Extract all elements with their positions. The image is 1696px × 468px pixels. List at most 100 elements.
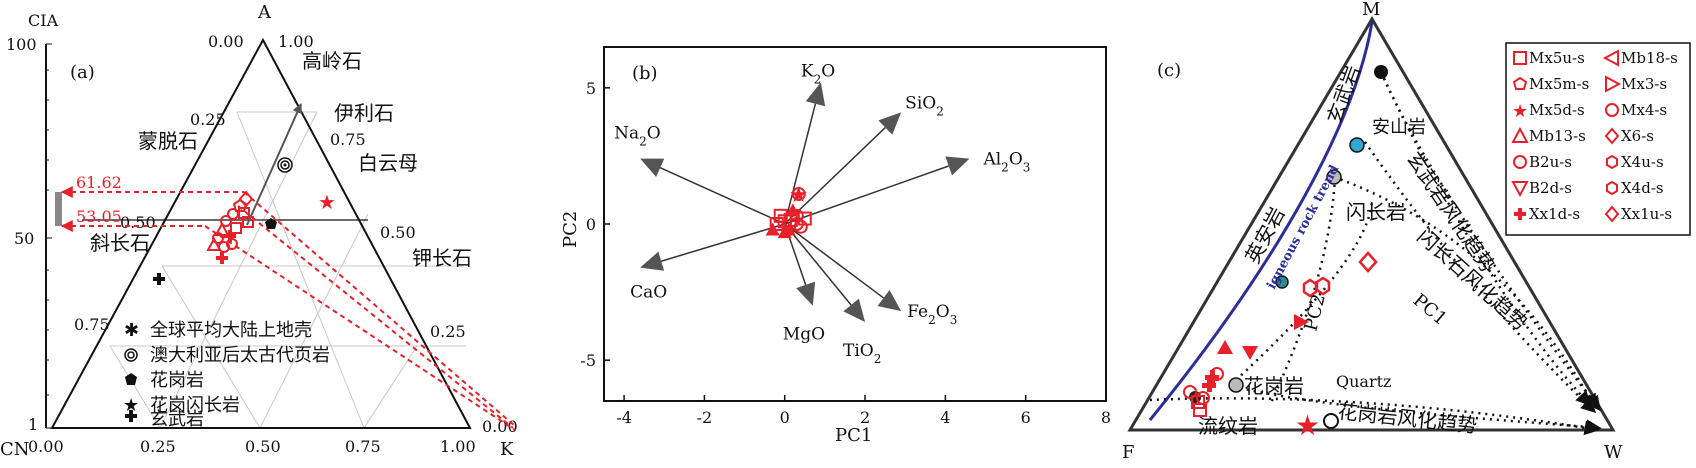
mineral-montmorillonite: 蒙脱石 [138, 129, 198, 153]
pca-arrowhead-K2O [805, 82, 826, 107]
legend-c-symbol-icon [1513, 155, 1527, 169]
cia-tick-100: 100 [6, 35, 37, 54]
weathering-trend-arrow [246, 103, 302, 226]
pca-vector-Na2O [659, 167, 786, 225]
pca-ytick-label: 0 [586, 215, 596, 234]
pca-vector-TiO2 [784, 223, 852, 306]
reference-granite [265, 218, 277, 229]
pca-vector-SiO2 [784, 127, 886, 225]
pca-xtick-label: 2 [860, 408, 870, 427]
ternary-triangle-a [50, 37, 472, 429]
quartz-point [1323, 413, 1339, 429]
mineral-muscovite: 白云母 [358, 151, 418, 175]
right-tick-075: 0.75 [330, 130, 366, 149]
vertex-k: K [500, 439, 514, 460]
weathering-trends [1149, 71, 1602, 436]
ternary-grid-a [109, 111, 466, 429]
pca-ytick-label: 5 [586, 79, 596, 98]
sample-marker-c [1183, 385, 1197, 399]
right-tick-025: 0.25 [430, 322, 466, 341]
legend-c-box [1505, 42, 1691, 236]
bottom-tick-075: 0.75 [345, 437, 381, 456]
pca-arrowhead-Al2O3 [945, 156, 970, 176]
sample-marker-c [1242, 346, 1258, 360]
label-diorite: 闪长岩 [1346, 200, 1406, 224]
legend-c-label: Mx4-s [1621, 101, 1667, 119]
mineral-kaolinite: 高岭石 [302, 49, 362, 73]
sample-cluster-a [206, 190, 254, 264]
sample-marker-c [1207, 378, 1212, 392]
pca-star-marker: ★ [789, 183, 809, 208]
pca-ytick-label: -5 [580, 351, 596, 370]
mineral-plagioclase: 斜长石 [90, 231, 150, 255]
legend-c-label: Xx1u-s [1621, 205, 1672, 223]
legend-pentagon-icon [125, 373, 137, 385]
panel-a-label: (a) [70, 62, 95, 83]
legend-c-label: Mx5d-s [1529, 101, 1585, 119]
sample-star-marker-c: ★ [1295, 409, 1320, 442]
pca-label-Na2O: Na2O [614, 124, 661, 149]
right-corner-tick: 0.00 [482, 417, 518, 436]
sample-marker-a [206, 236, 222, 251]
pca-arrowhead-MgO [796, 281, 816, 306]
legend-c-symbol-icon [1606, 180, 1618, 196]
sample-marker-a [242, 216, 254, 228]
cia-marker-61: 61.62 [76, 173, 122, 192]
legend-c-label: B2d-s [1529, 179, 1572, 197]
panel-b-label: (b) [632, 63, 658, 84]
sample-marker-a [226, 238, 238, 250]
andesite-point [1349, 137, 1365, 153]
pca-axis-ticks: -4 -2 0 2 4 6 8 5 0 -5 [580, 79, 1111, 427]
label-andesite: 安山岩 [1372, 117, 1426, 138]
pca-label-CaO: CaO [630, 283, 667, 303]
vertex-cn: CN [0, 439, 30, 460]
legend-c-label: X6-s [1621, 127, 1654, 145]
pca-vectors: K2O SiO2 Al2O3 Na2O CaO MgO Fe2O3 TiO2 [614, 61, 1030, 366]
panel-a: CIA 100 50 1 A CN K 0.00 1.00 0.25 0.50 [0, 2, 518, 460]
pca-label-TiO2: TiO2 [843, 341, 881, 366]
pca-xtick-label: -2 [697, 408, 713, 427]
ternary-triangle-c [1127, 16, 1616, 432]
label-rhyolite: 流纹岩 [1198, 414, 1258, 438]
left-tick-075: 0.75 [74, 315, 110, 334]
reference-granodiorite-star: ★ [318, 190, 336, 214]
pca-sample-cluster: ★ [765, 183, 812, 239]
legend-c-symbol-icon [1604, 205, 1620, 223]
sample-marker-c [1358, 251, 1378, 273]
legend-a-item-1: 全球平均大陆上地壳 [150, 320, 312, 341]
legend-cross-icon [125, 410, 137, 422]
pca-arrowhead-Fe2O3 [877, 289, 902, 312]
vertex-f: F [1122, 442, 1135, 463]
reference-spiral [277, 157, 293, 173]
reference-basalt-cross [153, 273, 165, 285]
legend-c-symbol-icon [1518, 208, 1522, 220]
pca-ylabel: PC2 [560, 211, 581, 248]
pca-sample-marker [777, 225, 792, 239]
apex-tick-right: 1.00 [278, 32, 314, 51]
bottom-tick-050: 0.50 [245, 437, 281, 456]
basalt-point [1374, 65, 1388, 79]
pca-sample-marker [797, 211, 812, 226]
sample-marker-c [1315, 276, 1331, 296]
dacite-point [1275, 275, 1289, 289]
legend-c-label: X4u-s [1621, 153, 1664, 171]
sample-marker-a [228, 230, 232, 242]
sample-marker-c [1193, 403, 1207, 417]
cia-tick-50: 50 [14, 229, 34, 248]
pca-xlabel: PC1 [835, 425, 872, 446]
cia-range-bracket [55, 192, 62, 226]
sample-marker-a [220, 215, 232, 227]
sample-marker-c [1217, 340, 1233, 354]
left-tick-025: 0.25 [190, 110, 226, 129]
vertex-m: M [1362, 0, 1380, 20]
legend-a-item-3: 花岗岩 [150, 370, 204, 391]
panel-c-label: (c) [1157, 60, 1181, 81]
pca-vector-Fe2O3 [784, 223, 885, 299]
legend-c-symbol-icon: ★ [1512, 101, 1528, 122]
cia-dashed-lines [60, 186, 516, 431]
sample-marker-c [1294, 314, 1309, 330]
label-quartz: Quartz [1336, 372, 1391, 391]
pca-label-Fe2O3: Fe2O3 [907, 302, 957, 327]
legend-c-label: Mb13-s [1529, 127, 1586, 145]
diorite-point [1326, 169, 1342, 185]
